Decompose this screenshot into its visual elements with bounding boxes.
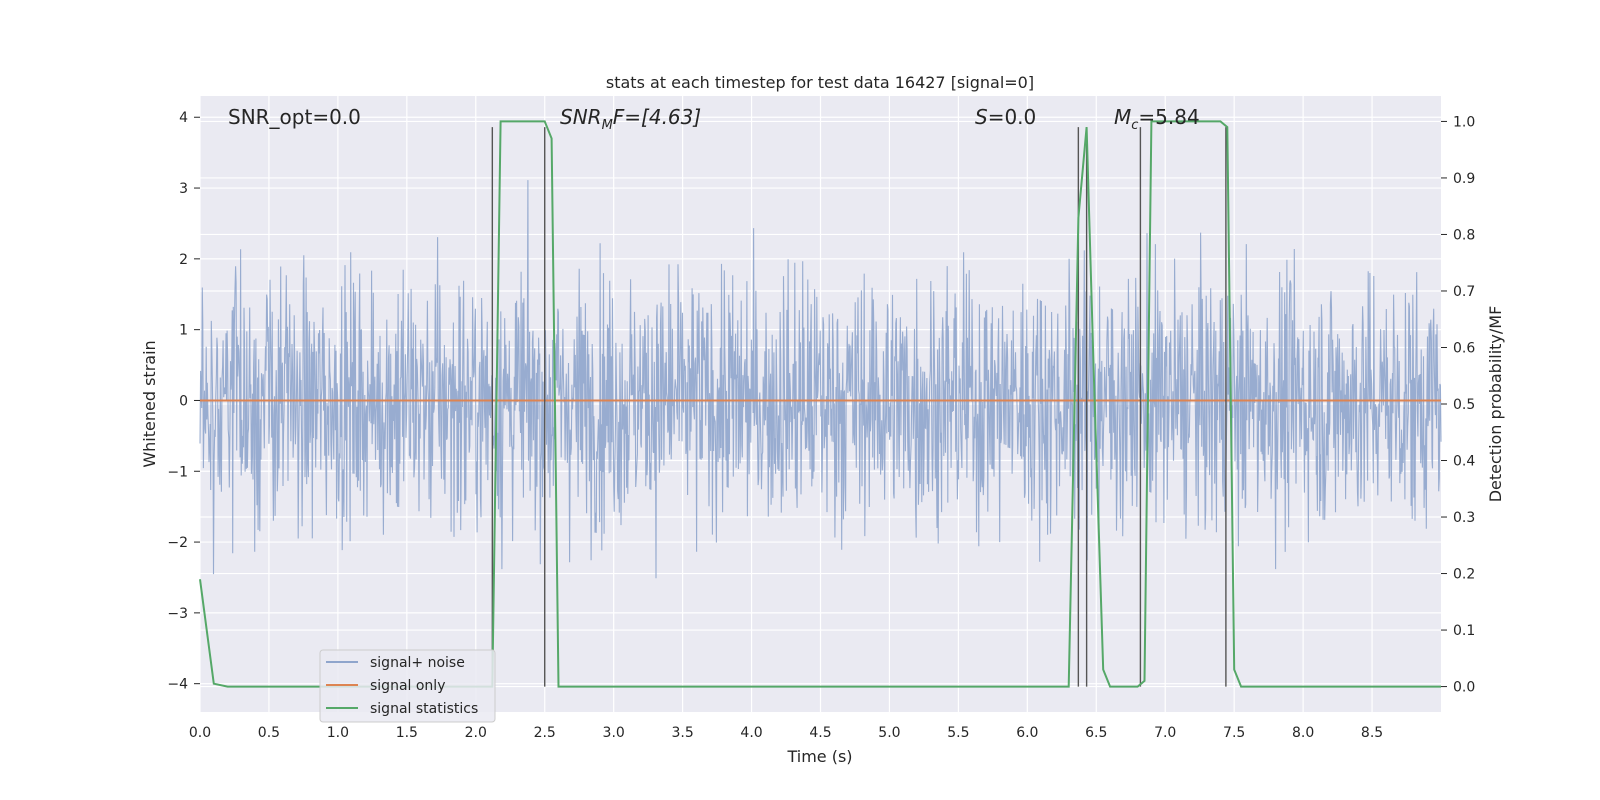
legend-label-signal-only: signal only bbox=[370, 678, 445, 694]
x-tick-label: 2.5 bbox=[534, 725, 556, 741]
signal-noise-line bbox=[199, 180, 1442, 579]
axis-ticks: 0.0 0.5 1.0 1.5 2.0 2.5 3.0 3.5 4.0 4.5 5.0 5.5 6.0 6… bbox=[167, 110, 1475, 741]
x-tick-label: 5.5 bbox=[947, 725, 969, 741]
y-tick-label-left: −3 bbox=[167, 606, 188, 622]
y-tick-label-right: 0.8 bbox=[1453, 227, 1475, 243]
s-main: S bbox=[975, 105, 988, 129]
x-tick-label: 1.5 bbox=[396, 725, 418, 741]
snr-mf-main: SNR bbox=[560, 105, 602, 129]
y-tick-label-right: 1.0 bbox=[1453, 114, 1475, 130]
x-tick-label: 8.0 bbox=[1292, 725, 1314, 741]
x-tick-label: 8.5 bbox=[1361, 725, 1383, 741]
legend-label-signal-statistics: signal statistics bbox=[370, 701, 478, 717]
y-tick-label-left: 2 bbox=[179, 252, 188, 268]
y-axis-label-left: Whitened strain bbox=[140, 340, 159, 467]
y-tick-label-right: 0.1 bbox=[1453, 623, 1475, 639]
y-tick-label-left: 4 bbox=[179, 110, 188, 126]
x-tick-label: 0.0 bbox=[189, 725, 211, 741]
mc-main: M bbox=[1114, 105, 1131, 129]
y-tick-label-right: 0.2 bbox=[1453, 567, 1475, 583]
x-tick-label: 7.5 bbox=[1223, 725, 1245, 741]
annotation-snr-mf: SNRMF=[4.63] bbox=[560, 105, 701, 133]
x-tick-label: 6.5 bbox=[1085, 725, 1107, 741]
x-tick-label: 7.0 bbox=[1154, 725, 1176, 741]
y-tick-label-left: 3 bbox=[179, 181, 188, 197]
legend: signal+ noise signal only signal statist… bbox=[319, 649, 496, 723]
mc-sub: c bbox=[1131, 118, 1138, 133]
legend-label-signal-noise: signal+ noise bbox=[370, 655, 465, 671]
y-tick-label-right: 0.4 bbox=[1453, 454, 1475, 470]
y-tick-label-left: −2 bbox=[167, 535, 188, 551]
x-tick-label: 6.0 bbox=[1016, 725, 1038, 741]
y-tick-label-left: 1 bbox=[179, 323, 188, 339]
x-tick-label: 1.0 bbox=[327, 725, 349, 741]
x-axis-label: Time (s) bbox=[786, 747, 852, 766]
y-tick-label-right: 0.6 bbox=[1453, 340, 1475, 356]
annotation-mc: Mc=5.84 bbox=[1114, 105, 1200, 133]
signal-noise-series bbox=[199, 180, 1442, 579]
chart-title: stats at each timestep for test data 164… bbox=[606, 73, 1034, 92]
y-tick-label-right: 0.7 bbox=[1453, 284, 1475, 300]
y-tick-label-right: 0.5 bbox=[1453, 397, 1475, 413]
y-tick-label-left: −4 bbox=[167, 677, 188, 693]
legend-box bbox=[319, 649, 496, 723]
y-tick-label-right: 0.0 bbox=[1453, 680, 1475, 696]
snr-mf-sub: M bbox=[602, 118, 613, 133]
x-tick-label: 5.0 bbox=[878, 725, 900, 741]
y-tick-label-left: −1 bbox=[167, 464, 188, 480]
x-tick-label: 3.5 bbox=[671, 725, 693, 741]
annotation-s: S=0.0 bbox=[975, 105, 1036, 129]
annotation-snr-opt: SNR_opt=0.0 bbox=[228, 105, 361, 129]
y-tick-label-right: 0.9 bbox=[1453, 171, 1475, 187]
x-tick-label: 3.0 bbox=[603, 725, 625, 741]
x-tick-label: 0.5 bbox=[258, 725, 280, 741]
x-tick-label: 4.5 bbox=[809, 725, 831, 741]
y-tick-label-right: 0.3 bbox=[1453, 510, 1475, 526]
x-tick-label: 4.0 bbox=[740, 725, 762, 741]
y-tick-label-left: 0 bbox=[179, 393, 188, 409]
y-axis-label-right: Detection probability/MF bbox=[1486, 306, 1505, 503]
s-rest: =0.0 bbox=[988, 105, 1037, 129]
mc-rest: =5.84 bbox=[1138, 105, 1199, 129]
snr-mf-rest-italic: F=[4.63] bbox=[613, 105, 701, 129]
x-tick-label: 2.0 bbox=[465, 725, 487, 741]
